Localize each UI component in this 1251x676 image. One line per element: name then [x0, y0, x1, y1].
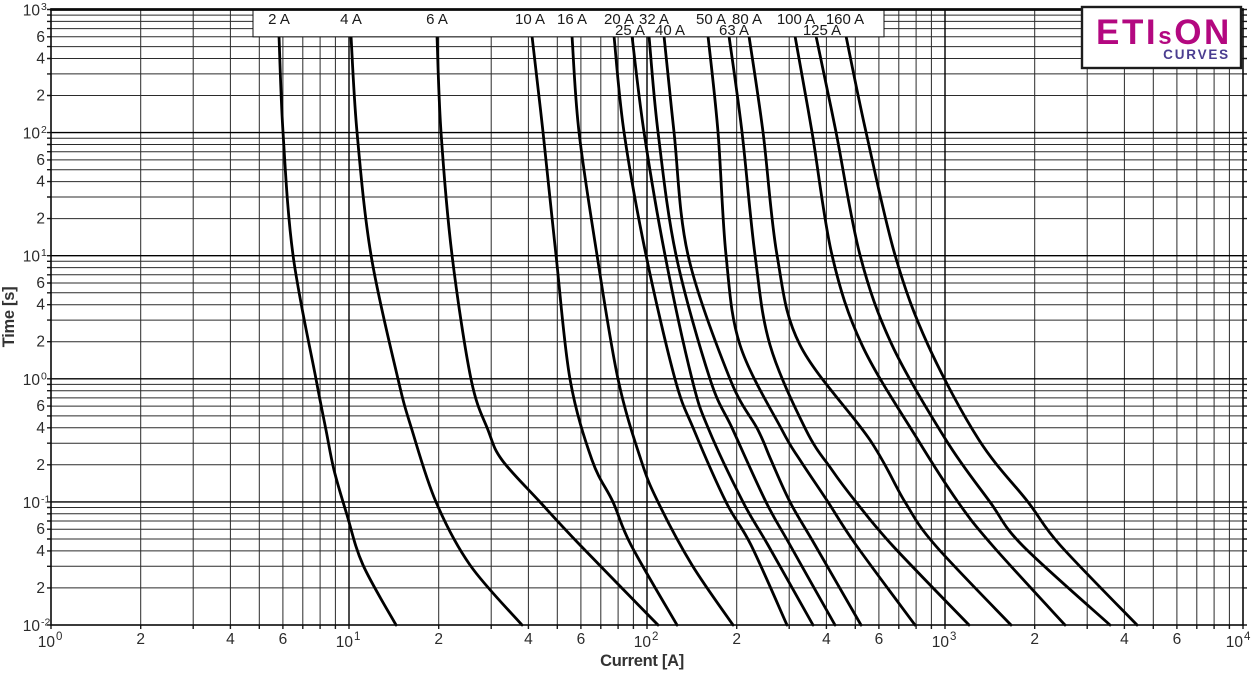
svg-text:10: 10 — [23, 618, 41, 635]
svg-text:4: 4 — [36, 543, 45, 560]
svg-text:4: 4 — [36, 174, 45, 191]
svg-text:4: 4 — [226, 631, 235, 648]
svg-text:40 A: 40 A — [655, 22, 685, 39]
svg-text:20 A: 20 A — [604, 11, 634, 28]
svg-text:6: 6 — [36, 398, 45, 415]
svg-text:4: 4 — [36, 420, 45, 437]
svg-text:4: 4 — [822, 631, 831, 648]
svg-text:ETIsON: ETIsON — [1096, 13, 1232, 52]
svg-text:1: 1 — [354, 631, 360, 643]
svg-text:6 A: 6 A — [426, 11, 448, 28]
svg-text:1: 1 — [41, 247, 47, 259]
svg-text:10: 10 — [23, 3, 41, 20]
svg-text:4 A: 4 A — [340, 11, 362, 28]
svg-text:10 A: 10 A — [515, 11, 545, 28]
svg-text:6: 6 — [1173, 631, 1182, 648]
svg-text:0: 0 — [56, 631, 62, 643]
svg-text:2: 2 — [41, 124, 47, 136]
svg-text:3: 3 — [41, 1, 47, 13]
svg-text:4: 4 — [36, 297, 45, 314]
svg-text:0: 0 — [41, 370, 47, 382]
svg-text:Time [s]: Time [s] — [0, 287, 18, 348]
svg-text:100 A: 100 A — [777, 11, 815, 28]
svg-text:80 A: 80 A — [732, 11, 762, 28]
svg-text:16 A: 16 A — [557, 11, 587, 28]
svg-text:10: 10 — [1226, 634, 1244, 651]
svg-text:63 A: 63 A — [719, 22, 749, 39]
svg-text:125 A: 125 A — [803, 22, 841, 39]
svg-text:10: 10 — [336, 634, 354, 651]
svg-text:3: 3 — [950, 631, 956, 643]
svg-text:2: 2 — [732, 631, 741, 648]
svg-text:2: 2 — [1030, 631, 1039, 648]
svg-text:10: 10 — [23, 126, 41, 143]
svg-text:10: 10 — [23, 495, 41, 512]
svg-text:10: 10 — [634, 634, 652, 651]
svg-text:6: 6 — [279, 631, 288, 648]
svg-text:10: 10 — [23, 249, 41, 266]
svg-text:6: 6 — [875, 631, 884, 648]
svg-text:-1: -1 — [41, 493, 50, 505]
svg-text:2: 2 — [136, 631, 145, 648]
svg-text:32 A: 32 A — [639, 11, 669, 28]
svg-text:10: 10 — [932, 634, 950, 651]
svg-text:-2: -2 — [41, 617, 50, 629]
svg-text:2 A: 2 A — [268, 11, 290, 28]
svg-text:10: 10 — [23, 372, 41, 389]
svg-text:160 A: 160 A — [826, 11, 864, 28]
svg-text:Current [A]: Current [A] — [600, 652, 684, 670]
svg-text:25 A: 25 A — [615, 22, 645, 39]
svg-text:6: 6 — [36, 275, 45, 292]
svg-text:6: 6 — [36, 152, 45, 169]
svg-text:6: 6 — [36, 29, 45, 46]
svg-text:6: 6 — [577, 631, 586, 648]
svg-text:2: 2 — [36, 211, 45, 228]
svg-text:10: 10 — [38, 634, 56, 651]
svg-text:50 A: 50 A — [696, 11, 726, 28]
svg-text:2: 2 — [36, 88, 45, 105]
svg-text:CURVES: CURVES — [1163, 47, 1230, 62]
svg-text:2: 2 — [36, 334, 45, 351]
svg-text:2: 2 — [652, 631, 658, 643]
svg-text:2: 2 — [36, 580, 45, 597]
svg-text:6: 6 — [36, 521, 45, 538]
svg-text:4: 4 — [1120, 631, 1129, 648]
svg-text:2: 2 — [36, 457, 45, 474]
svg-text:2: 2 — [434, 631, 443, 648]
svg-text:4: 4 — [524, 631, 533, 648]
svg-text:4: 4 — [36, 51, 45, 68]
svg-text:4: 4 — [1244, 631, 1251, 643]
